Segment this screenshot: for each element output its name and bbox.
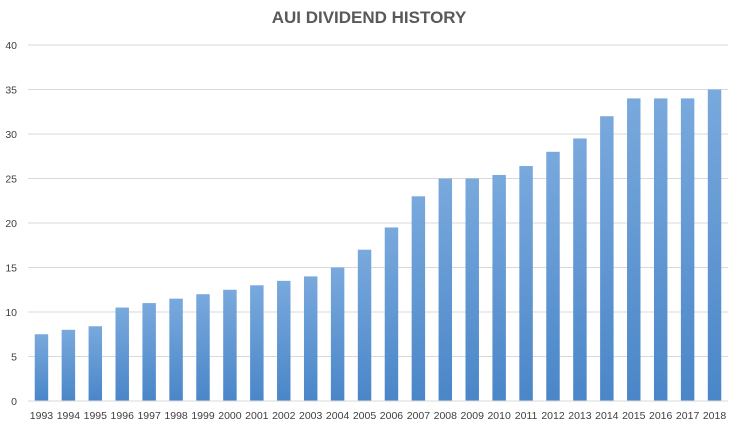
x-tick-label: 2005 [353, 410, 377, 422]
x-tick-label: 2006 [380, 410, 404, 422]
y-tick-label: 25 [5, 174, 17, 186]
x-tick-label: 2010 [487, 410, 511, 422]
x-tick-label: 1999 [191, 410, 215, 422]
x-tick-label: 2002 [272, 410, 296, 422]
x-tick-label: 1996 [111, 410, 135, 422]
bar-2011 [519, 166, 533, 401]
x-tick-label: 2003 [299, 410, 323, 422]
bar-2013 [573, 138, 587, 401]
x-tick-label: 1998 [164, 410, 188, 422]
bar-2005 [357, 249, 372, 401]
gridlines [28, 44, 728, 357]
x-tick-label: 2012 [541, 410, 565, 422]
bar-2003 [303, 276, 318, 401]
x-tick-label: 2015 [622, 410, 646, 422]
bar-2007 [411, 196, 426, 401]
x-tick-label: 2016 [649, 410, 673, 422]
x-axis-ticks: 1993 1994 1995 1996 1997 1998 1999 2000 2001 2002… [30, 410, 727, 422]
x-tick-label: 2011 [515, 410, 538, 422]
y-tick-label: 35 [5, 85, 17, 97]
chart-title: AUI DIVIDEND HISTORY [272, 8, 467, 27]
x-tick-label: 1997 [137, 410, 161, 422]
x-tick-label: 2018 [703, 410, 727, 422]
y-tick-label: 0 [11, 396, 17, 408]
bar-1999 [196, 294, 210, 401]
x-tick-label: 2001 [245, 410, 269, 422]
bar-1993 [34, 334, 49, 401]
bar-2006 [384, 227, 399, 401]
bar-1998 [169, 298, 183, 401]
bar-1996 [115, 307, 129, 401]
bar-2012 [546, 151, 560, 401]
x-tick-label: 2013 [568, 410, 592, 422]
y-axis-ticks: 0 5 10 15 20 25 30 35 40 [5, 40, 17, 408]
x-tick-label: 1993 [30, 410, 54, 422]
y-tick-label: 40 [5, 40, 17, 52]
x-tick-label: 1994 [57, 410, 81, 422]
bar-2016 [653, 98, 668, 402]
x-tick-label: 2017 [676, 410, 700, 422]
x-tick-label: 2004 [326, 410, 350, 422]
bar-2009 [465, 178, 479, 401]
bar-2002 [277, 280, 291, 401]
bar-2010 [492, 174, 506, 401]
y-tick-label: 30 [5, 129, 17, 141]
bar-2017 [680, 98, 695, 402]
bar-2000 [223, 289, 237, 401]
x-tick-label: 2000 [218, 410, 242, 422]
bar-2015 [627, 98, 641, 402]
bar-1995 [88, 326, 103, 401]
y-tick-label: 5 [11, 352, 17, 364]
bar-1997 [142, 303, 156, 401]
bars [34, 89, 722, 402]
y-tick-label: 10 [5, 307, 17, 319]
x-tick-label: 2008 [434, 410, 458, 422]
bar-2018 [707, 89, 722, 401]
y-tick-label: 15 [5, 263, 17, 275]
x-tick-label: 2014 [595, 410, 619, 422]
x-tick-label: 1995 [84, 410, 108, 422]
bar-2008 [438, 178, 453, 401]
bar-2004 [330, 267, 345, 401]
bar-2014 [600, 116, 614, 401]
y-tick-label: 20 [5, 218, 17, 230]
x-tick-label: 2007 [407, 410, 431, 422]
bar-2001 [250, 285, 264, 401]
x-tick-label: 2009 [461, 410, 485, 422]
bar-1994 [61, 329, 76, 401]
